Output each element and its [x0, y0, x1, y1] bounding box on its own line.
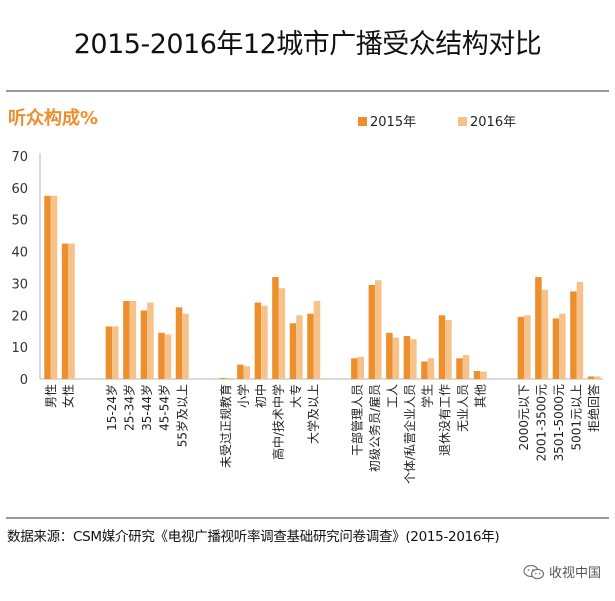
y-tick-label: 70: [11, 150, 28, 165]
legend-swatch: [358, 117, 367, 126]
bar: [175, 307, 183, 379]
x-tick-label: 大专: [288, 384, 303, 408]
bar: [105, 326, 113, 379]
bar: [272, 277, 279, 379]
x-tick-label: 35-44岁: [139, 384, 154, 431]
wechat-icon: [523, 564, 545, 579]
bar: [559, 313, 566, 379]
bar: [517, 316, 525, 379]
bar: [68, 243, 75, 379]
x-tick-label: 无业人员: [456, 384, 470, 432]
x-tick-label: 小学: [236, 384, 251, 408]
y-tick-label: 0: [20, 373, 28, 388]
bar: [368, 285, 376, 379]
bar: [480, 371, 487, 379]
bar: [219, 378, 227, 379]
bar: [524, 315, 531, 379]
bar: [237, 364, 244, 379]
bar: [375, 280, 382, 379]
x-tick-label: 男性: [44, 384, 58, 408]
bar: [158, 332, 165, 379]
x-tick-label: 5001元以上: [570, 384, 584, 451]
bar: [445, 320, 452, 379]
x-tick-label: 个体/私营企业人员: [402, 384, 417, 484]
source-divider: [6, 517, 609, 519]
bar: [535, 277, 542, 379]
x-tick-label: 工人: [386, 384, 400, 408]
x-tick-label: 学生: [420, 384, 435, 408]
x-tick-label: 初中: [253, 384, 268, 408]
bar: [254, 302, 262, 379]
bar: [587, 376, 595, 379]
bar: [552, 318, 560, 379]
x-tick-label: 退休没有工作: [437, 384, 452, 456]
bar: [261, 305, 268, 379]
bar: [594, 376, 601, 379]
bar: [386, 332, 393, 379]
footer-brand: 收视中国: [523, 562, 601, 581]
bar: [438, 315, 446, 379]
bar: [123, 300, 130, 379]
bar: [462, 355, 470, 379]
legend-swatch: [458, 117, 467, 126]
bar: [456, 358, 463, 379]
bar: [313, 300, 321, 379]
legend-label: 2016年: [470, 115, 516, 130]
page-title: 2015-2016年12城市广播受众结构对比: [73, 29, 542, 60]
y-tick-label: 40: [11, 246, 28, 261]
brand-label: 收视中国: [548, 566, 601, 581]
audience-chart: 听众构成% 2015年 2016年 0 10 20 30 40 50 60 70 男性 女性 15-24岁…: [8, 107, 603, 484]
x-tick-label: 干部管理人员: [350, 384, 365, 456]
bar: [541, 289, 549, 379]
bar: [182, 313, 189, 379]
source-note: 数据来源：CSM媒介研究《电视广播视听率调查基础研究问卷调查》(2015-201…: [7, 529, 500, 545]
x-tick-label: 女性: [60, 384, 75, 408]
chart-title: 听众构成%: [8, 107, 98, 129]
x-tick-label: 拒绝回答: [586, 384, 601, 432]
bar: [226, 378, 233, 379]
x-tick-label: 45-54岁: [157, 384, 172, 431]
bar: [421, 361, 428, 379]
bar: [351, 358, 358, 379]
bar: [570, 291, 577, 379]
bar: [243, 366, 251, 379]
bar: [112, 326, 119, 379]
title-divider: [6, 90, 609, 92]
bar: [44, 195, 51, 379]
x-tick-label: 2000元以下: [517, 384, 531, 451]
y-tick-label: 60: [11, 182, 28, 197]
y-tick-label: 30: [11, 277, 28, 292]
bar: [392, 337, 400, 379]
bar: [147, 302, 154, 379]
bar: [129, 300, 137, 379]
y-tick-label: 20: [11, 309, 28, 324]
y-tick-label: 10: [11, 341, 28, 356]
bar: [61, 243, 69, 379]
bar: [289, 323, 297, 379]
x-tick-label: 未受过正规教育: [218, 384, 233, 468]
x-tick-label: 2001-3500元: [535, 384, 549, 461]
bar: [296, 315, 303, 379]
x-tick-label: 55岁及以上: [174, 384, 189, 447]
bar: [50, 195, 58, 379]
bar: [410, 339, 417, 379]
x-tick-label: 其他: [473, 384, 487, 408]
x-tick-label: 初级公务员/雇员: [367, 384, 382, 472]
legend-label: 2015年: [370, 115, 416, 130]
bar: [427, 358, 435, 379]
bar: [307, 313, 314, 379]
bar: [403, 335, 411, 379]
x-tick-label: 大学及以上: [306, 384, 321, 444]
bar: [140, 310, 148, 379]
bar: [576, 281, 584, 379]
bar: [473, 371, 481, 379]
x-tick-label: 15-24岁: [104, 384, 119, 431]
x-tick-label: 高中/技术中学: [271, 384, 286, 460]
bar: [357, 356, 365, 379]
x-tick-label: 3501-5000元: [552, 384, 566, 461]
bar: [164, 334, 172, 379]
y-tick-label: 50: [11, 214, 28, 229]
x-tick-label: 25-34岁: [122, 384, 137, 431]
bar: [278, 288, 286, 379]
